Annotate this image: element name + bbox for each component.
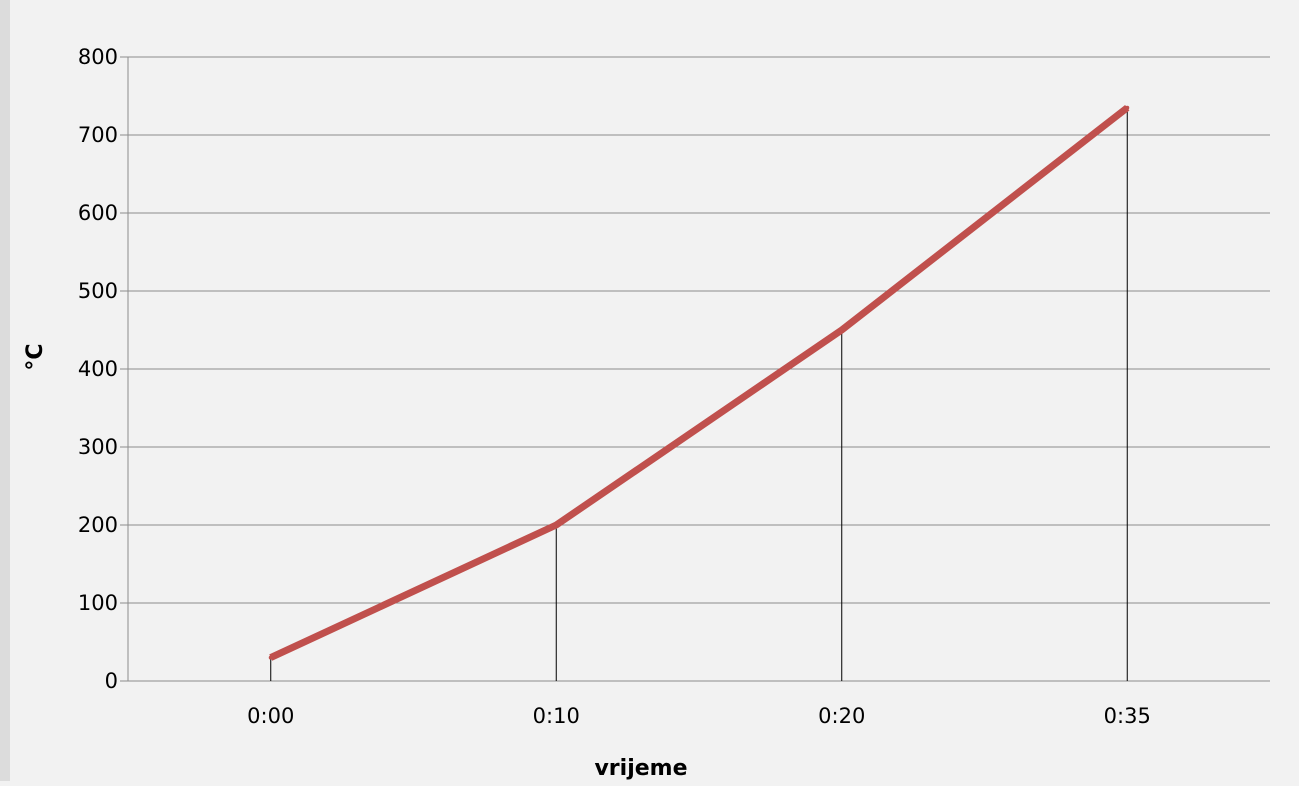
x-tick-label-1: 0:10: [533, 704, 580, 728]
y-tick-label-400: 400: [78, 357, 118, 381]
y-tick-label-600: 600: [78, 201, 118, 225]
y-axis-title: °C: [23, 343, 48, 370]
y-tick-labels: 0 100 200 300 400 500 600 700 800: [78, 45, 118, 693]
axes: [120, 57, 1270, 682]
data-point-2: [839, 328, 844, 332]
data-point-0: [268, 655, 273, 660]
left-edge-strip: [0, 0, 10, 781]
series-line-0: [269, 104, 1130, 661]
y-tick-label-500: 500: [78, 279, 118, 303]
y-tick-label-200: 200: [78, 513, 118, 537]
data-point-1: [554, 523, 559, 527]
y-tick-label-700: 700: [78, 123, 118, 147]
y-tick-label-300: 300: [78, 435, 118, 459]
grid-lines: [120, 56, 1270, 604]
y-tick-label-0: 0: [105, 669, 118, 693]
x-tick-label-3: 0:35: [1104, 704, 1151, 728]
data-point-3: [1125, 105, 1130, 110]
y-tick-label-100: 100: [78, 591, 118, 615]
y-tick-label-800: 800: [78, 45, 118, 69]
x-axis-title: vrijeme: [594, 756, 687, 781]
x-tick-label-0: 0:00: [247, 704, 294, 728]
x-tick-labels: 0:00 0:10 0:20 0:35: [247, 704, 1151, 728]
series: [268, 104, 1130, 661]
x-tick-label-2: 0:20: [818, 704, 865, 728]
drop-lines: [270, 107, 1128, 681]
